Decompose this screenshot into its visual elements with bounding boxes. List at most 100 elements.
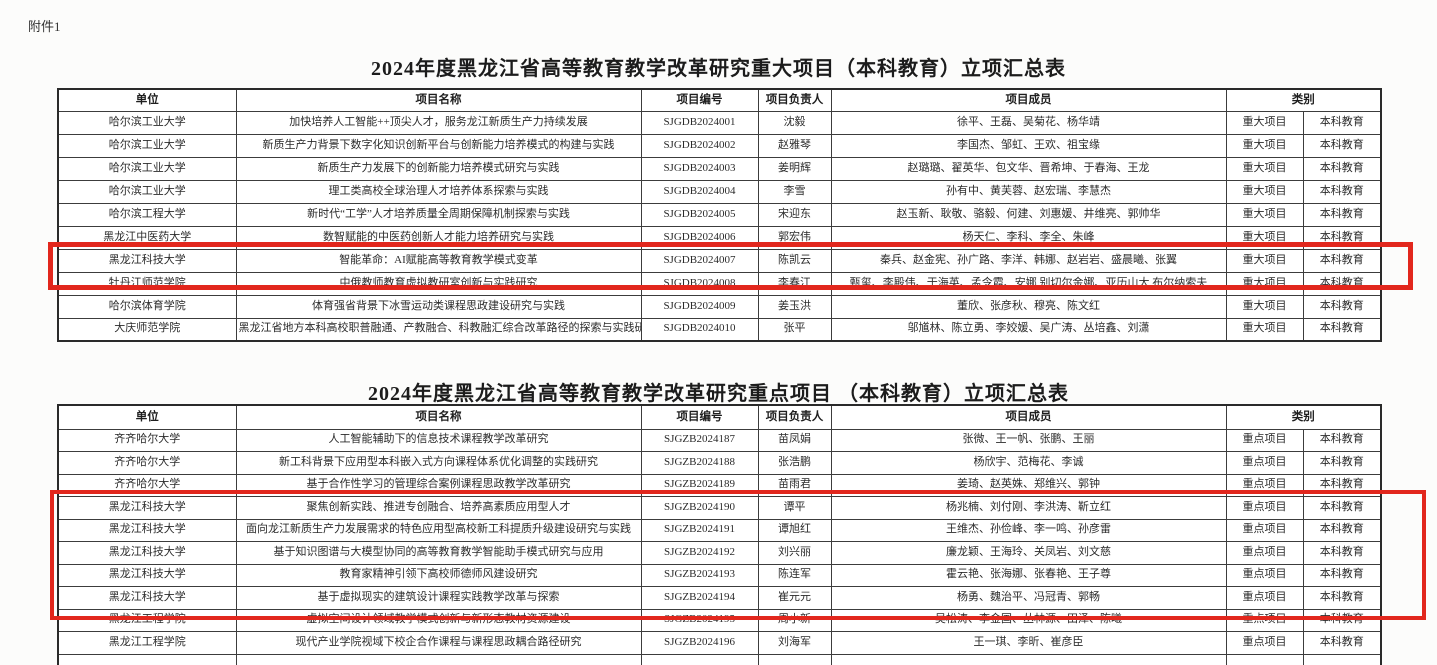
cell-category-type: 重点项目 bbox=[1225, 608, 1304, 632]
cell-category-type: 重大项目 bbox=[1225, 110, 1304, 135]
cell-leader: 郭宏伟 bbox=[757, 225, 832, 250]
cell-leader: 陈凯云 bbox=[757, 248, 832, 273]
cell-unit: 黑龙江中医药大学 bbox=[57, 225, 237, 250]
cell-members: 姜琦、赵英姝、郑维兴、郭钟 bbox=[830, 473, 1227, 497]
cell-project-no: SJGDB2024007 bbox=[640, 248, 759, 273]
table-row: 齐齐哈尔大学 人工智能辅助下的信息技术课程教学改革研究 SJGZB2024187… bbox=[57, 428, 1382, 452]
table-row: 哈尔滨工业大学 理工类高校全球治理人才培养体系探索与实践 SJGDB202400… bbox=[57, 179, 1382, 204]
cell-leader: 沈毅 bbox=[757, 110, 832, 135]
cell-category-type: 重点项目 bbox=[1225, 518, 1304, 542]
table-row: 哈尔滨工业大学 新质生产力背景下数字化知识创新平台与创新能力培养模式的构建与实践… bbox=[57, 133, 1382, 158]
cell-unit: 黑龙江科技大学 bbox=[57, 248, 237, 273]
table-row: 黑龙江科技大学 基于知识图谱与大模型协同的高等教育教学智能助手模式研究与应用 S… bbox=[57, 541, 1382, 565]
major-projects-table: 单位 项目名称 项目编号 项目负责人 项目成员 类别 哈尔滨工业大学 加快培养人… bbox=[57, 88, 1382, 342]
col-header-unit: 单位 bbox=[57, 404, 237, 430]
table-header-row: 单位 项目名称 项目编号 项目负责人 项目成员 类别 bbox=[57, 88, 1382, 112]
cell-members: 邬馗林、陈立勇、李姣媛、吴广涛、丛培鑫、刘潇 bbox=[830, 317, 1227, 342]
cell-project-name: 人工智能辅助下的信息技术课程教学改革研究 bbox=[235, 428, 642, 452]
cell-unit: 黑龙江工程学院 bbox=[57, 608, 237, 632]
cell-leader: 谭平 bbox=[757, 496, 832, 520]
cell-project-name: 加快培养人工智能++顶尖人才，服务龙江新质生产力持续发展 bbox=[235, 110, 642, 135]
cell-members: 杨兆楠、刘付刚、李洪涛、靳立红 bbox=[830, 496, 1227, 520]
cell-category-level: 本科教育 bbox=[1302, 133, 1382, 158]
cell-members: 赵璐璐、翟英华、包文华、晋希坤、于春海、王龙 bbox=[830, 156, 1227, 181]
col-header-project-no: 项目编号 bbox=[640, 88, 759, 112]
cell-category-type: 重大项目 bbox=[1225, 202, 1304, 227]
cell-category-type: 重点项目 bbox=[1225, 586, 1304, 610]
table-row: 齐齐哈尔大学 新工科背景下应用型本科嵌入式方向课程体系优化调整的实践研究 SJG… bbox=[57, 451, 1382, 475]
col-header-project-name: 项目名称 bbox=[235, 404, 642, 430]
cell-category-level: 本科教育 bbox=[1302, 294, 1382, 319]
cell-project-name: 新质生产力发展下的创新能力培养模式研究与实践 bbox=[235, 156, 642, 181]
cell-project-no: SJGDB2024001 bbox=[640, 110, 759, 135]
attachment-label: 附件1 bbox=[28, 19, 61, 34]
key-projects-table-title: 2024年度黑龙江省高等教育教学改革研究重点项目 （本科教育）立项汇总表 bbox=[368, 383, 1069, 405]
table-row: 牡丹江师范学院 中俄教师教育虚拟教研室创新与实践研究 SJGDB2024008 … bbox=[57, 271, 1382, 296]
cell-project-no: SJGDB2024005 bbox=[640, 202, 759, 227]
cell-leader: 张平 bbox=[757, 317, 832, 342]
cell-category-type: 重大项目 bbox=[1225, 179, 1304, 204]
cell-unit: 牡丹江师范学院 bbox=[57, 271, 237, 296]
table-row: 哈尔滨工业大学 加快培养人工智能++顶尖人才，服务龙江新质生产力持续发展 SJG… bbox=[57, 110, 1382, 135]
partial-clipped-row bbox=[57, 653, 1382, 665]
cell-category-level: 本科教育 bbox=[1302, 271, 1382, 296]
cell-members: 吴松涛、李金国、丛林源、田泽、陈曦 bbox=[830, 608, 1227, 632]
cell-unit: 哈尔滨工业大学 bbox=[57, 156, 237, 181]
cell-members: 王维杰、孙俭峰、李一鸣、孙彦雷 bbox=[830, 518, 1227, 542]
cell-members: 王一琪、李昕、崔彦臣 bbox=[830, 631, 1227, 655]
table-row: 哈尔滨工业大学 新质生产力发展下的创新能力培养模式研究与实践 SJGDB2024… bbox=[57, 156, 1382, 181]
cell-project-no: SJGZB2024196 bbox=[640, 631, 759, 655]
cell-project-no: SJGDB2024003 bbox=[640, 156, 759, 181]
cell-project-no: SJGDB2024006 bbox=[640, 225, 759, 250]
cell-project-no: SJGZB2024191 bbox=[640, 518, 759, 542]
cell-category-type: 重点项目 bbox=[1225, 473, 1304, 497]
cell-project-name: 教育家精神引领下高校师德师风建设研究 bbox=[235, 563, 642, 587]
cell-project-name: 虚拟空间设计领域教学模式创新与新形态教材资源建设 bbox=[235, 608, 642, 632]
col-header-leader: 项目负责人 bbox=[757, 404, 832, 430]
cell-project-name: 数智赋能的中医药创新人才能力培养研究与实践 bbox=[235, 225, 642, 250]
table-row: 黑龙江工程学院 现代产业学院视域下校企合作课程与课程思政耦合路径研究 SJGZB… bbox=[57, 631, 1382, 655]
cell-category-level: 本科教育 bbox=[1302, 179, 1382, 204]
cell-category-level: 本科教育 bbox=[1302, 586, 1382, 610]
cell-category-level: 本科教育 bbox=[1302, 202, 1382, 227]
cell-category-type: 重大项目 bbox=[1225, 225, 1304, 250]
cell-project-no: SJGZB2024188 bbox=[640, 451, 759, 475]
cell-members: 董欣、张彦秋、穆亮、陈文红 bbox=[830, 294, 1227, 319]
col-header-members: 项目成员 bbox=[830, 88, 1227, 112]
cell-category-level: 本科教育 bbox=[1302, 451, 1382, 475]
cell-unit: 黑龙江科技大学 bbox=[57, 541, 237, 565]
table-row: 黑龙江中医药大学 数智赋能的中医药创新人才能力培养研究与实践 SJGDB2024… bbox=[57, 225, 1382, 250]
cell-project-name: 现代产业学院视域下校企合作课程与课程思政耦合路径研究 bbox=[235, 631, 642, 655]
cell-category-level: 本科教育 bbox=[1302, 110, 1382, 135]
cell-unit: 哈尔滨工业大学 bbox=[57, 110, 237, 135]
cell-members: 杨勇、魏治平、冯冠青、郭畅 bbox=[830, 586, 1227, 610]
cell-category-level: 本科教育 bbox=[1302, 563, 1382, 587]
cell-category-type: 重大项目 bbox=[1225, 317, 1304, 342]
cell-project-name: 新质生产力背景下数字化知识创新平台与创新能力培养模式的构建与实践 bbox=[235, 133, 642, 158]
cell-unit: 黑龙江科技大学 bbox=[57, 586, 237, 610]
cell-leader: 宋迎东 bbox=[757, 202, 832, 227]
cell-category-level: 本科教育 bbox=[1302, 496, 1382, 520]
cell-leader: 周小新 bbox=[757, 608, 832, 632]
cell-project-name: 智能革命：AI赋能高等教育教学模式变革 bbox=[235, 248, 642, 273]
cell-project-name: 基于合作性学习的管理综合案例课程思政教学改革研究 bbox=[235, 473, 642, 497]
key-projects-table: 单位 项目名称 项目编号 项目负责人 项目成员 类别 齐齐哈尔大学 人工智能辅助… bbox=[57, 404, 1382, 665]
cell-project-no: SJGZB2024193 bbox=[640, 563, 759, 587]
col-header-category: 类别 bbox=[1225, 404, 1382, 430]
cell-project-no: SJGDB2024010 bbox=[640, 317, 759, 342]
table-row: 哈尔滨体育学院 体育强省背景下冰雪运动类课程思政建设研究与实践 SJGDB202… bbox=[57, 294, 1382, 319]
cell-leader: 张浩鹏 bbox=[757, 451, 832, 475]
cell-members: 杨天仁、李科、李全、朱峰 bbox=[830, 225, 1227, 250]
cell-project-no: SJGDB2024002 bbox=[640, 133, 759, 158]
col-header-category: 类别 bbox=[1225, 88, 1382, 112]
cell-project-name: 面向龙江新质生产力发展需求的特色应用型高校新工科提质升级建设研究与实践 bbox=[235, 518, 642, 542]
cell-unit: 齐齐哈尔大学 bbox=[57, 473, 237, 497]
cell-leader: 姜明辉 bbox=[757, 156, 832, 181]
cell-category-type: 重大项目 bbox=[1225, 248, 1304, 273]
cell-leader: 姜玉洪 bbox=[757, 294, 832, 319]
table-row: 黑龙江科技大学 基于虚拟现实的建筑设计课程实践教学改革与探索 SJGZB2024… bbox=[57, 586, 1382, 610]
cell-leader: 陈连军 bbox=[757, 563, 832, 587]
table-header-row: 单位 项目名称 项目编号 项目负责人 项目成员 类别 bbox=[57, 404, 1382, 430]
cell-members: 杨欣宇、范梅花、李诚 bbox=[830, 451, 1227, 475]
